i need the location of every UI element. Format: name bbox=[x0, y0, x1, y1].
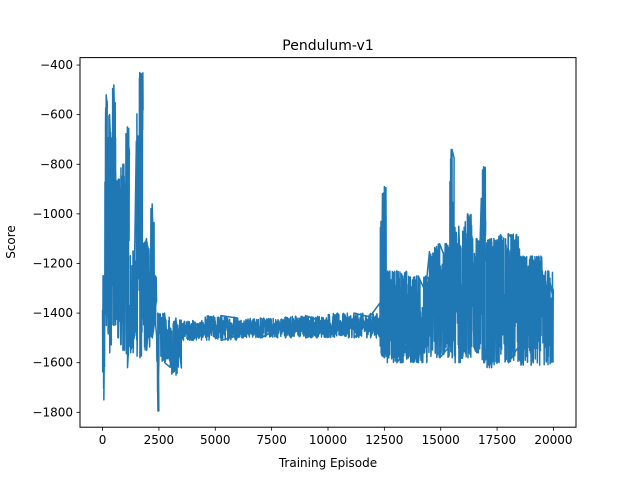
x-tick-label: 0 bbox=[99, 433, 107, 447]
x-axis: 0 2500 5000 7500 10000 12500 15000 17500 20000 bbox=[99, 427, 573, 447]
y-tick-label: −800 bbox=[40, 157, 73, 171]
x-tick-label: 20000 bbox=[534, 433, 572, 447]
chart-title: Pendulum-v1 bbox=[282, 38, 373, 54]
y-axis-label: Score bbox=[4, 225, 18, 259]
x-tick-label: 10000 bbox=[309, 433, 347, 447]
x-tick-label: 17500 bbox=[478, 433, 516, 447]
x-tick-label: 5000 bbox=[200, 433, 231, 447]
y-tick-label: −1000 bbox=[32, 207, 73, 221]
plot-area bbox=[101, 71, 555, 412]
x-tick-label: 2500 bbox=[144, 433, 175, 447]
x-tick-label: 12500 bbox=[365, 433, 403, 447]
y-tick-label: −1400 bbox=[32, 306, 73, 320]
series-line-0 bbox=[101, 71, 555, 412]
y-tick-label: −1800 bbox=[32, 405, 73, 419]
y-tick-label: −1200 bbox=[32, 256, 73, 270]
x-axis-label: Training Episode bbox=[278, 456, 377, 470]
y-tick-label: −1600 bbox=[32, 356, 73, 370]
y-tick-label: −400 bbox=[40, 58, 73, 72]
x-tick-label: 15000 bbox=[422, 433, 460, 447]
y-tick-label: −600 bbox=[40, 108, 73, 122]
x-tick-label: 7500 bbox=[256, 433, 287, 447]
y-axis: −1800 −1600 −1400 −1200 −1000 −800 −600 −400 bbox=[32, 58, 80, 419]
